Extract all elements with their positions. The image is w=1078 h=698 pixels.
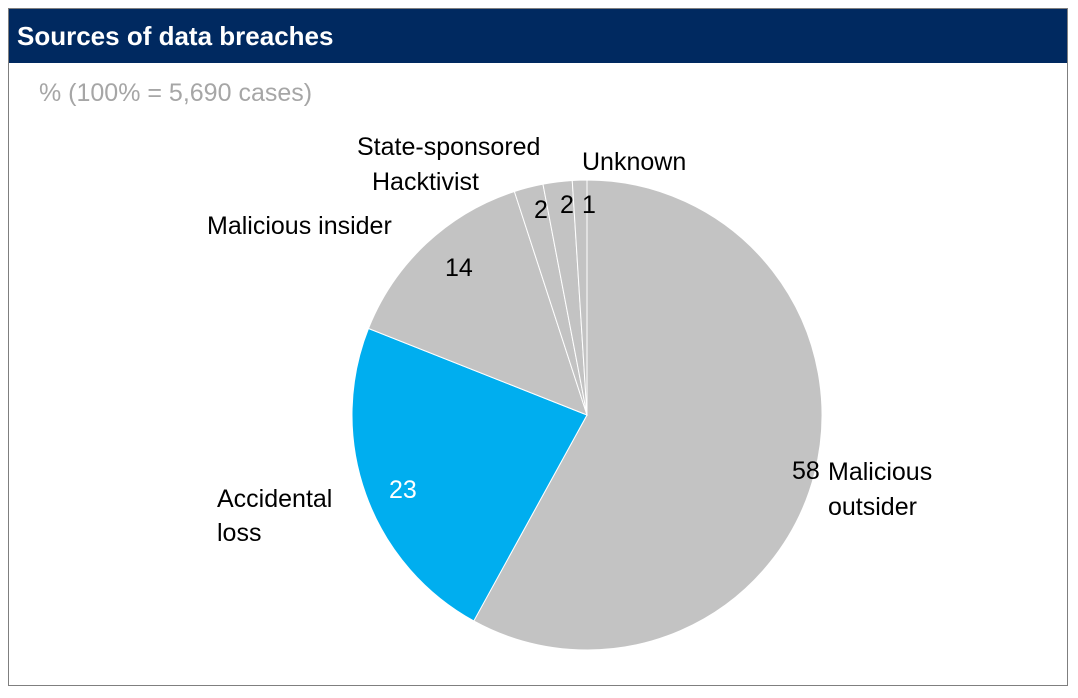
pie-slice-unknown	[571, 179, 588, 416]
category-label: State-sponsored	[357, 133, 540, 161]
category-label: Malicious	[828, 458, 932, 486]
chart-subtitle: % (100% = 5,690 cases)	[39, 79, 313, 107]
title-bar: Sources of data breaches	[9, 9, 1067, 63]
chart-frame: Sources of data breaches % (100% = 5,690…	[8, 8, 1068, 686]
category-label: Malicious insider	[207, 212, 392, 240]
category-label: outsider	[828, 493, 917, 521]
category-label: Accidental	[217, 485, 332, 513]
pie-slice-malicious-outsider	[473, 179, 823, 651]
value-label: 2	[534, 196, 548, 224]
value-label: 1	[582, 191, 596, 219]
pie-slice-accidental-loss	[351, 327, 588, 622]
category-label: loss	[217, 519, 261, 547]
value-label: 2	[560, 191, 574, 219]
value-label: 14	[445, 254, 473, 282]
value-label: 23	[389, 476, 417, 504]
category-label: Unknown	[582, 148, 686, 176]
chart-title: Sources of data breaches	[17, 21, 334, 51]
category-label: Hacktivist	[372, 168, 479, 196]
value-label: 58	[792, 457, 820, 485]
